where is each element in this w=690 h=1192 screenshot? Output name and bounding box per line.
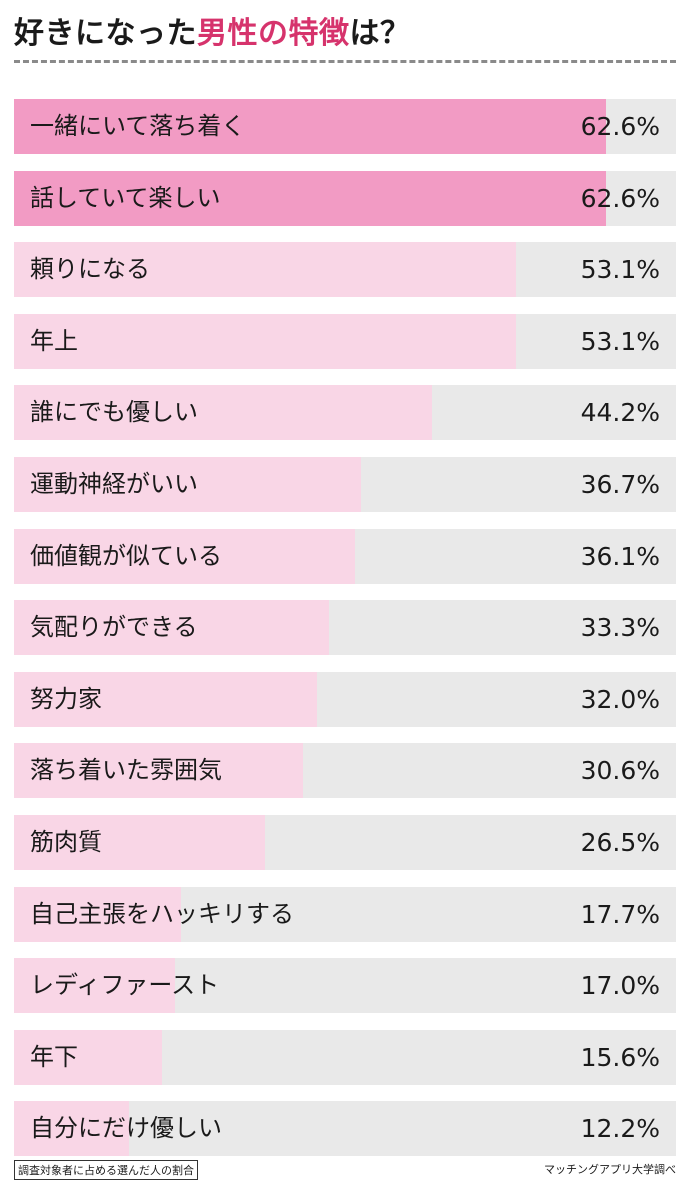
category-label: 運動神経がいい xyxy=(30,470,198,498)
category-label: 年上 xyxy=(30,326,78,355)
bar-row: 自分にだけ優しい 12.2% xyxy=(14,1101,676,1157)
bar-row: 運動神経がいい 36.7% xyxy=(14,457,676,512)
title-part-3: は？ xyxy=(349,16,411,51)
value-label: 53.1% xyxy=(580,326,660,356)
bar xyxy=(14,1101,130,1157)
bar-row: 気配りができる 33.3% xyxy=(14,600,676,656)
category-label: 気配りができる xyxy=(30,613,198,642)
bar-row: 誰にでも優しい 44.2% xyxy=(14,385,676,441)
bar xyxy=(14,886,182,942)
category-label: 頼りになる xyxy=(30,255,150,284)
bar-row: 年下 15.6% xyxy=(14,1029,676,1085)
value-label: 32.0% xyxy=(580,684,660,714)
source-credit: マッチングアプリ大学調べ xyxy=(544,1163,676,1176)
bar xyxy=(14,815,265,870)
value-label: 62.6% xyxy=(580,112,660,141)
value-label: 36.7% xyxy=(580,470,660,499)
bar-row: 落ち着いた雰囲気 30.6% xyxy=(14,743,676,799)
bar-row: レディファースト 17.0% xyxy=(14,958,676,1014)
bar xyxy=(14,242,517,298)
bar xyxy=(14,170,607,226)
bar xyxy=(14,457,362,512)
category-label: 年下 xyxy=(30,1042,78,1071)
bar xyxy=(14,313,517,369)
bar xyxy=(14,1029,162,1085)
bar-row: 努力家 32.0% xyxy=(14,671,676,727)
value-label: 30.6% xyxy=(580,756,660,786)
category-label: 努力家 xyxy=(30,684,102,713)
category-label: 話していて楽しい xyxy=(30,183,221,212)
bar xyxy=(14,958,175,1014)
value-label: 17.0% xyxy=(580,971,660,1001)
value-label: 33.3% xyxy=(580,613,660,643)
chart-title: 好きになった男性の特徴は？ xyxy=(14,8,411,52)
value-label: 17.7% xyxy=(580,899,660,929)
category-label: 落ち着いた雰囲気 xyxy=(30,756,222,785)
bar-row: 価値観が似ている 36.1% xyxy=(14,528,676,584)
title-highlight: 男性の特徴 xyxy=(197,16,350,51)
bar-row: 話していて楽しい 62.6% xyxy=(14,170,676,226)
value-label: 26.5% xyxy=(580,828,660,857)
category-label: 価値観が似ている xyxy=(30,541,222,570)
bar xyxy=(14,600,329,656)
bar-row: 年上 53.1% xyxy=(14,313,676,369)
bar-row: 一緒にいて落ち着く 62.6% xyxy=(14,99,676,154)
bar xyxy=(14,743,304,799)
bar-row: 自己主張をハッキリする 17.7% xyxy=(14,886,676,942)
category-label: 誰にでも優しい xyxy=(30,398,198,427)
bar xyxy=(14,385,432,441)
value-label: 36.1% xyxy=(580,541,660,571)
category-label: 自分にだけ優しい xyxy=(30,1114,222,1143)
value-label: 12.2% xyxy=(580,1114,660,1144)
bar xyxy=(14,671,317,727)
value-label: 62.6% xyxy=(580,183,660,213)
bar-row: 筋肉質 26.5% xyxy=(14,815,676,870)
value-label: 53.1% xyxy=(580,255,660,285)
bar xyxy=(14,528,356,584)
dashed-divider xyxy=(14,60,676,63)
footnote: 調査対象者に占める選んだ人の割合 xyxy=(14,1160,198,1180)
title-part-1: 好きになった xyxy=(14,16,197,51)
value-label: 15.6% xyxy=(580,1042,660,1072)
bar xyxy=(14,99,607,154)
bar-row: 頼りになる 53.1% xyxy=(14,242,676,298)
category-label: 筋肉質 xyxy=(30,828,102,856)
value-label: 44.2% xyxy=(580,398,660,428)
category-label: 一緒にいて落ち着く xyxy=(30,112,246,140)
category-label: 自己主張をハッキリする xyxy=(30,899,294,928)
category-label: レディファースト xyxy=(30,971,220,1000)
